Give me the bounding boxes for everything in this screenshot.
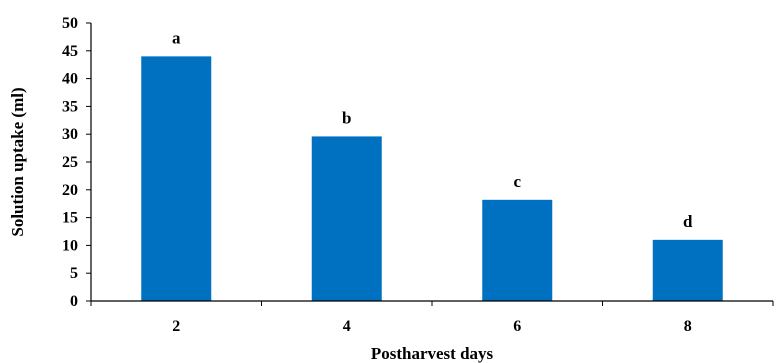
y-tick-label: 20 bbox=[62, 182, 78, 199]
y-tick-label: 10 bbox=[62, 237, 78, 254]
x-axis-title: Postharvest days bbox=[371, 344, 494, 363]
y-tick-label: 35 bbox=[62, 98, 78, 115]
y-tick-label: 5 bbox=[70, 265, 78, 282]
bar-significance-label: c bbox=[513, 172, 521, 191]
bar-significance-label: d bbox=[683, 212, 693, 231]
bar-day-6 bbox=[482, 199, 553, 301]
bar-day-2 bbox=[141, 56, 212, 301]
x-tick-label: 8 bbox=[684, 318, 692, 335]
y-tick-label: 15 bbox=[62, 210, 78, 227]
bars bbox=[141, 56, 723, 301]
bar-day-8 bbox=[652, 239, 723, 301]
y-axis-ticks: 0 5 10 15 20 25 30 35 40 45 50 bbox=[62, 15, 91, 310]
y-tick-label: 0 bbox=[70, 293, 78, 310]
y-tick-label: 30 bbox=[62, 126, 78, 143]
y-tick-label: 25 bbox=[62, 154, 78, 171]
bar-significance-label: a bbox=[172, 28, 181, 47]
bar-day-4 bbox=[311, 136, 382, 301]
bar-significance-labels: a b c d bbox=[172, 28, 693, 230]
x-tick-label: 4 bbox=[343, 318, 351, 335]
x-tick-label: 6 bbox=[513, 318, 521, 335]
y-tick-label: 50 bbox=[62, 15, 78, 32]
y-tick-label: 45 bbox=[62, 43, 78, 60]
x-tick-label: 2 bbox=[172, 318, 180, 335]
bar-significance-label: b bbox=[342, 108, 351, 127]
y-axis-title: Solution uptake (ml) bbox=[8, 87, 27, 236]
x-axis-ticks: 2 4 6 8 bbox=[90, 301, 774, 335]
y-tick-label: 40 bbox=[62, 71, 78, 88]
